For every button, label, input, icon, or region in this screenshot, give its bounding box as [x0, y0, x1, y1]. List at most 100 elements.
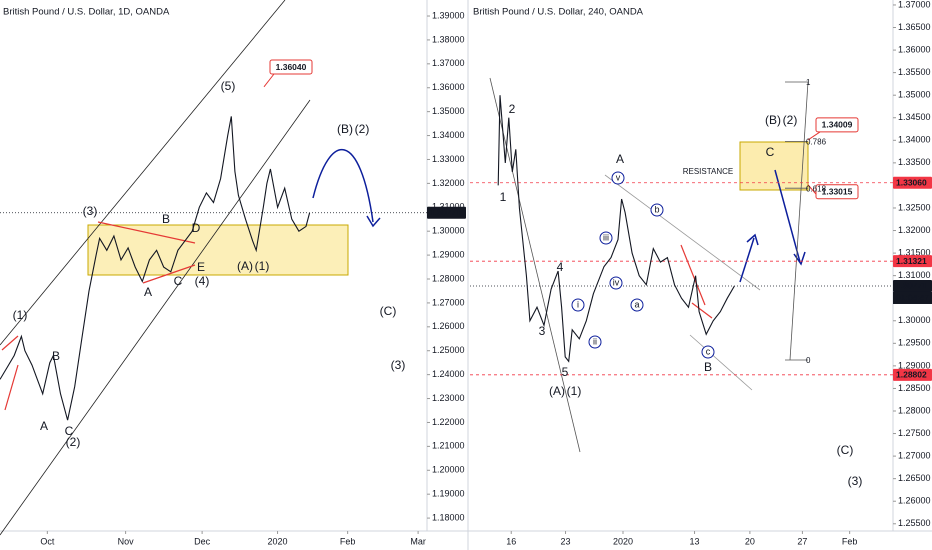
wave-circle: [588, 335, 602, 349]
x-tick-label: 23: [561, 536, 571, 546]
wave-label: 3: [539, 324, 546, 338]
y-tick-label: 1.25000: [432, 345, 465, 355]
wave-circle: [609, 276, 623, 290]
callout-box: [815, 117, 859, 133]
y-tick-label: 1.33000: [432, 154, 465, 164]
y-tick-label: 1.31000: [432, 202, 465, 212]
zone-box: [87, 224, 349, 276]
y-tick-label: 1.34500: [898, 112, 931, 122]
channel-line: [604, 174, 761, 291]
y-tick-label: 1.28000: [898, 405, 931, 415]
callout-pointer: [263, 73, 275, 88]
wave-label: (2): [66, 435, 81, 449]
wave-circle: [630, 298, 644, 312]
y-tick-label: 1.26000: [898, 496, 931, 506]
wave-label: (1): [567, 384, 582, 398]
y-tick-label: 1.18000: [432, 512, 465, 522]
y-tick-label: 1.29000: [432, 249, 465, 259]
price-tag: [893, 176, 932, 189]
y-tick-label: 1.23000: [432, 393, 465, 403]
y-tick-label: 1.37000: [898, 0, 931, 9]
y-tick-label: 1.28500: [898, 383, 931, 393]
triangle-line: [142, 264, 196, 284]
y-tick-label: 1.27500: [898, 428, 931, 438]
wave-label: c: [706, 346, 711, 356]
price-tag: [893, 255, 932, 268]
y-tick-label: 1.20000: [432, 465, 465, 475]
wave-label: B: [162, 212, 170, 226]
channel-line: [689, 334, 753, 391]
projection-arrow: [312, 149, 374, 223]
wave-circle: [650, 203, 664, 217]
y-tick-label: 1.31500: [898, 247, 931, 257]
wave-label: (A): [549, 384, 565, 398]
price-tag-label: 1.30771: [896, 281, 927, 291]
countdown: 01:04:47: [896, 293, 929, 303]
arrow-head: [746, 233, 759, 246]
y-tick-label: 1.30000: [432, 226, 465, 236]
y-tick-label: 1.33500: [898, 157, 931, 167]
wave-label: i: [577, 299, 579, 309]
wave-label: 2: [509, 102, 516, 116]
countdown-tag: [893, 291, 932, 304]
y-tick-label: 1.24000: [432, 369, 465, 379]
price-tag-label: 1.28802: [896, 370, 927, 380]
wave-label: (A): [237, 259, 253, 273]
y-tick-label: 1.31000: [898, 270, 931, 280]
channel-line: [489, 77, 581, 453]
y-tick-label: 1.26500: [898, 473, 931, 483]
fib-label: 0.786: [806, 138, 827, 147]
wave-circle: [571, 298, 585, 312]
price-tag-label: 1.33060: [896, 177, 927, 187]
wave-label: (3): [848, 474, 863, 488]
wave-label: A: [616, 152, 624, 166]
y-tick-label: 1.19000: [432, 489, 465, 499]
fib-label: 0.618: [806, 184, 827, 193]
y-tick-label: 1.34000: [432, 130, 465, 140]
y-tick-label: 1.29500: [898, 338, 931, 348]
wave-label: a: [634, 299, 639, 309]
price-line: [497, 95, 735, 363]
callout-box: [815, 184, 859, 200]
wave-label: (5): [221, 79, 236, 93]
chart-title: British Pound / U.S. Dollar, 240, OANDA: [473, 7, 644, 18]
y-tick-label: 1.35500: [898, 67, 931, 77]
y-tick-label: 1.27000: [432, 297, 465, 307]
price-tag: [893, 368, 932, 381]
x-tick-label: 27: [797, 536, 807, 546]
wave-label: (C): [380, 304, 397, 318]
wave-label: C: [766, 145, 775, 159]
callout-label: 1.33015: [822, 186, 853, 196]
wave-label: (2): [355, 122, 370, 136]
y-tick-label: 1.34000: [898, 135, 931, 145]
x-tick-label: Oct: [40, 536, 55, 546]
trend-line: [4, 364, 19, 411]
wave-label: A: [40, 419, 48, 433]
wave-label: v: [616, 172, 621, 182]
wave-label: ii: [593, 336, 597, 346]
wave-label: B: [52, 349, 60, 363]
projection-arrow: [739, 237, 755, 283]
wave-label: (3): [391, 358, 406, 372]
wave-label: (1): [13, 308, 28, 322]
wave-label: (C): [837, 443, 854, 457]
x-tick-label: Feb: [340, 536, 356, 546]
x-tick-label: Feb: [842, 536, 858, 546]
callout-box: [269, 59, 313, 75]
chart-title: British Pound / U.S. Dollar, 1D, OANDA: [3, 7, 170, 18]
y-tick-label: 1.36500: [898, 22, 931, 32]
channel-line: [0, 99, 311, 536]
price-line: [0, 116, 311, 421]
wave-label: C: [65, 424, 74, 438]
y-tick-label: 1.28000: [432, 273, 465, 283]
callout-label: 1.34009: [822, 120, 853, 130]
y-tick-label: 1.37000: [432, 58, 465, 68]
wave-label: (4): [195, 274, 210, 288]
y-tick-label: 1.36000: [432, 82, 465, 92]
wave-label: 5: [562, 365, 569, 379]
wave-label: E: [197, 260, 205, 274]
fib-label: 0: [806, 356, 811, 365]
wave-label: 4: [557, 260, 564, 274]
wave-circle: [701, 345, 715, 359]
y-tick-label: 1.29000: [898, 360, 931, 370]
